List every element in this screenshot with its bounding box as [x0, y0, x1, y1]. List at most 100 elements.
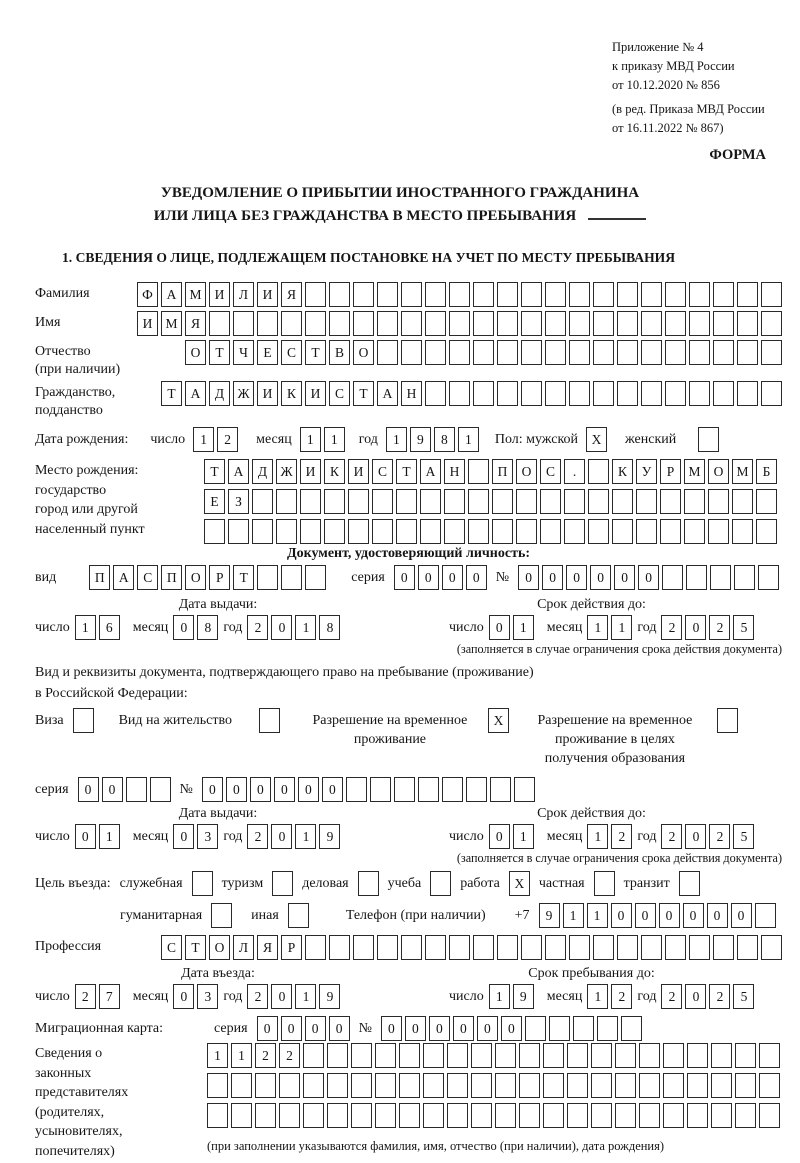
char-cell[interactable]	[377, 340, 398, 365]
char-cell[interactable]	[684, 489, 705, 514]
char-cell[interactable]	[303, 1073, 324, 1098]
char-cell[interactable]: 0	[518, 565, 540, 590]
char-cell[interactable]	[761, 311, 782, 336]
char-cell[interactable]: 9	[319, 984, 341, 1009]
char-cell[interactable]: 0	[452, 1016, 474, 1041]
char-cell[interactable]	[540, 489, 561, 514]
char-cell[interactable]	[473, 311, 494, 336]
char-cell[interactable]	[713, 311, 734, 336]
char-cell[interactable]: 0	[685, 824, 707, 849]
char-cell[interactable]	[756, 489, 777, 514]
char-cell[interactable]	[713, 381, 734, 406]
char-cell[interactable]	[449, 282, 470, 307]
char-cell[interactable]	[689, 381, 710, 406]
char-cell[interactable]	[420, 489, 441, 514]
char-cell[interactable]	[327, 1043, 348, 1068]
char-cell[interactable]: 2	[217, 427, 239, 452]
char-cell[interactable]	[545, 935, 566, 960]
char-cell[interactable]: С	[372, 459, 393, 484]
char-cell[interactable]: Н	[401, 381, 422, 406]
char-cell[interactable]	[572, 1016, 594, 1041]
char-cell[interactable]	[521, 311, 542, 336]
char-cell[interactable]	[449, 381, 470, 406]
char-cell[interactable]	[615, 1073, 636, 1098]
char-cell[interactable]	[569, 340, 590, 365]
char-cell[interactable]: 9	[512, 984, 534, 1009]
char-cell[interactable]	[149, 777, 171, 802]
char-cell[interactable]	[125, 777, 147, 802]
char-cell[interactable]	[255, 1103, 276, 1128]
char-cell[interactable]: 0	[249, 777, 271, 802]
char-cell[interactable]: 0	[393, 565, 415, 590]
char-cell[interactable]	[617, 311, 638, 336]
char-cell[interactable]	[612, 519, 633, 544]
char-cell[interactable]	[663, 1103, 684, 1128]
char-cell[interactable]: Т	[161, 381, 182, 406]
char-cell[interactable]	[207, 1073, 228, 1098]
char-cell[interactable]: 1	[98, 824, 120, 849]
char-cell[interactable]	[473, 282, 494, 307]
char-cell[interactable]: 0	[101, 777, 123, 802]
char-cell[interactable]	[497, 935, 518, 960]
purpose-tourism-checkbox[interactable]	[272, 871, 294, 896]
char-cell[interactable]: Д	[209, 381, 230, 406]
char-cell[interactable]: 1	[611, 615, 633, 640]
char-cell[interactable]: 1	[512, 615, 534, 640]
char-cell[interactable]	[305, 311, 326, 336]
char-cell[interactable]	[687, 1043, 708, 1068]
char-cell[interactable]	[641, 340, 662, 365]
char-cell[interactable]	[375, 1103, 396, 1128]
char-cell[interactable]: 0	[685, 984, 707, 1009]
char-cell[interactable]	[711, 1103, 732, 1128]
char-cell[interactable]	[615, 1103, 636, 1128]
char-cell[interactable]	[665, 282, 686, 307]
residence-permit-checkbox[interactable]	[258, 708, 280, 733]
char-cell[interactable]: Я	[281, 282, 302, 307]
char-cell[interactable]: 2	[709, 984, 731, 1009]
char-cell[interactable]	[660, 519, 681, 544]
char-cell[interactable]: А	[113, 565, 135, 590]
char-cell[interactable]: М	[684, 459, 705, 484]
char-cell[interactable]	[396, 489, 417, 514]
char-cell[interactable]: .	[564, 459, 585, 484]
char-cell[interactable]	[329, 311, 350, 336]
char-cell[interactable]: П	[161, 565, 183, 590]
char-cell[interactable]: Е	[257, 340, 278, 365]
char-cell[interactable]	[497, 311, 518, 336]
char-cell[interactable]	[492, 489, 513, 514]
char-cell[interactable]: 5	[733, 984, 755, 1009]
char-cell[interactable]	[425, 340, 446, 365]
char-cell[interactable]	[636, 489, 657, 514]
char-cell[interactable]: И	[300, 459, 321, 484]
char-cell[interactable]: 2	[279, 1043, 300, 1068]
char-cell[interactable]	[375, 1073, 396, 1098]
char-cell[interactable]	[713, 935, 734, 960]
char-cell[interactable]: 0	[273, 777, 295, 802]
char-cell[interactable]: 0	[465, 565, 487, 590]
char-cell[interactable]	[449, 311, 470, 336]
char-cell[interactable]: Т	[185, 935, 206, 960]
char-cell[interactable]	[300, 489, 321, 514]
char-cell[interactable]	[516, 489, 537, 514]
char-cell[interactable]	[732, 519, 753, 544]
char-cell[interactable]	[417, 777, 439, 802]
char-cell[interactable]	[641, 935, 662, 960]
char-cell[interactable]: Б	[756, 459, 777, 484]
char-cell[interactable]: 0	[271, 824, 293, 849]
char-cell[interactable]	[399, 1073, 420, 1098]
char-cell[interactable]	[353, 311, 374, 336]
char-cell[interactable]: 3	[197, 824, 219, 849]
char-cell[interactable]: 2	[661, 615, 683, 640]
char-cell[interactable]	[548, 1016, 570, 1041]
char-cell[interactable]	[233, 311, 254, 336]
char-cell[interactable]: М	[161, 311, 182, 336]
char-cell[interactable]: 2	[247, 615, 269, 640]
char-cell[interactable]	[303, 1043, 324, 1068]
char-cell[interactable]	[471, 1103, 492, 1128]
char-cell[interactable]	[377, 935, 398, 960]
char-cell[interactable]: И	[257, 381, 278, 406]
char-cell[interactable]	[761, 935, 782, 960]
char-cell[interactable]	[345, 777, 367, 802]
char-cell[interactable]	[425, 381, 446, 406]
char-cell[interactable]	[441, 777, 463, 802]
